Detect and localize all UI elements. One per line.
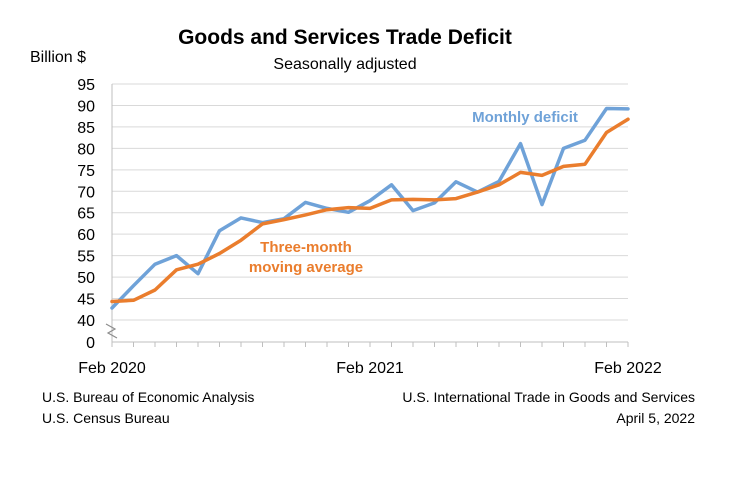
series-lines [110,106,630,310]
source-left-2: U.S. Census Bureau [42,410,170,426]
y-tick-labels: 0 40 45 50 55 60 65 70 75 80 85 90 95 [77,77,95,352]
release-date: April 5, 2022 [616,410,695,426]
x-tick-label: Feb 2020 [78,360,146,377]
y-tick-0: 0 [86,335,95,352]
y-tick-95: 95 [77,77,95,94]
chart-title: Goods and Services Trade Deficit [178,26,512,49]
axis-break-marker [105,323,118,339]
y-axis-label: Billion $ [30,49,87,66]
y-tick-50: 50 [77,270,95,287]
x-tick-label: Feb 2022 [594,360,662,377]
y-tick-65: 65 [77,206,95,223]
moving-average-label: Three-month [260,239,352,256]
series-annotations: Monthly deficit Three-month moving average [249,109,578,276]
y-tick-60: 60 [77,227,95,244]
monthly-deficit-label: Monthly deficit [472,109,578,126]
y-tick-40: 40 [77,313,95,330]
y-tick-75: 75 [77,163,95,180]
moving-average-line [110,117,630,304]
chart-subtitle: Seasonally adjusted [273,56,417,73]
axes [105,84,629,347]
source-right-1: U.S. International Trade in Goods and Se… [402,389,695,405]
x-tick-label: Feb 2021 [336,360,404,377]
y-tick-85: 85 [77,120,95,137]
y-tick-70: 70 [77,184,95,201]
gridlines [112,83,628,321]
y-tick-45: 45 [77,292,95,309]
y-tick-80: 80 [77,141,95,158]
y-tick-90: 90 [77,98,95,115]
y-tick-55: 55 [77,249,95,266]
monthly-deficit-line [110,106,630,310]
source-left-1: U.S. Bureau of Economic Analysis [42,389,255,405]
x-tick-labels: Feb 2020 Feb 2021 Feb 2022 [78,360,662,377]
moving-average-label: moving average [249,259,363,276]
